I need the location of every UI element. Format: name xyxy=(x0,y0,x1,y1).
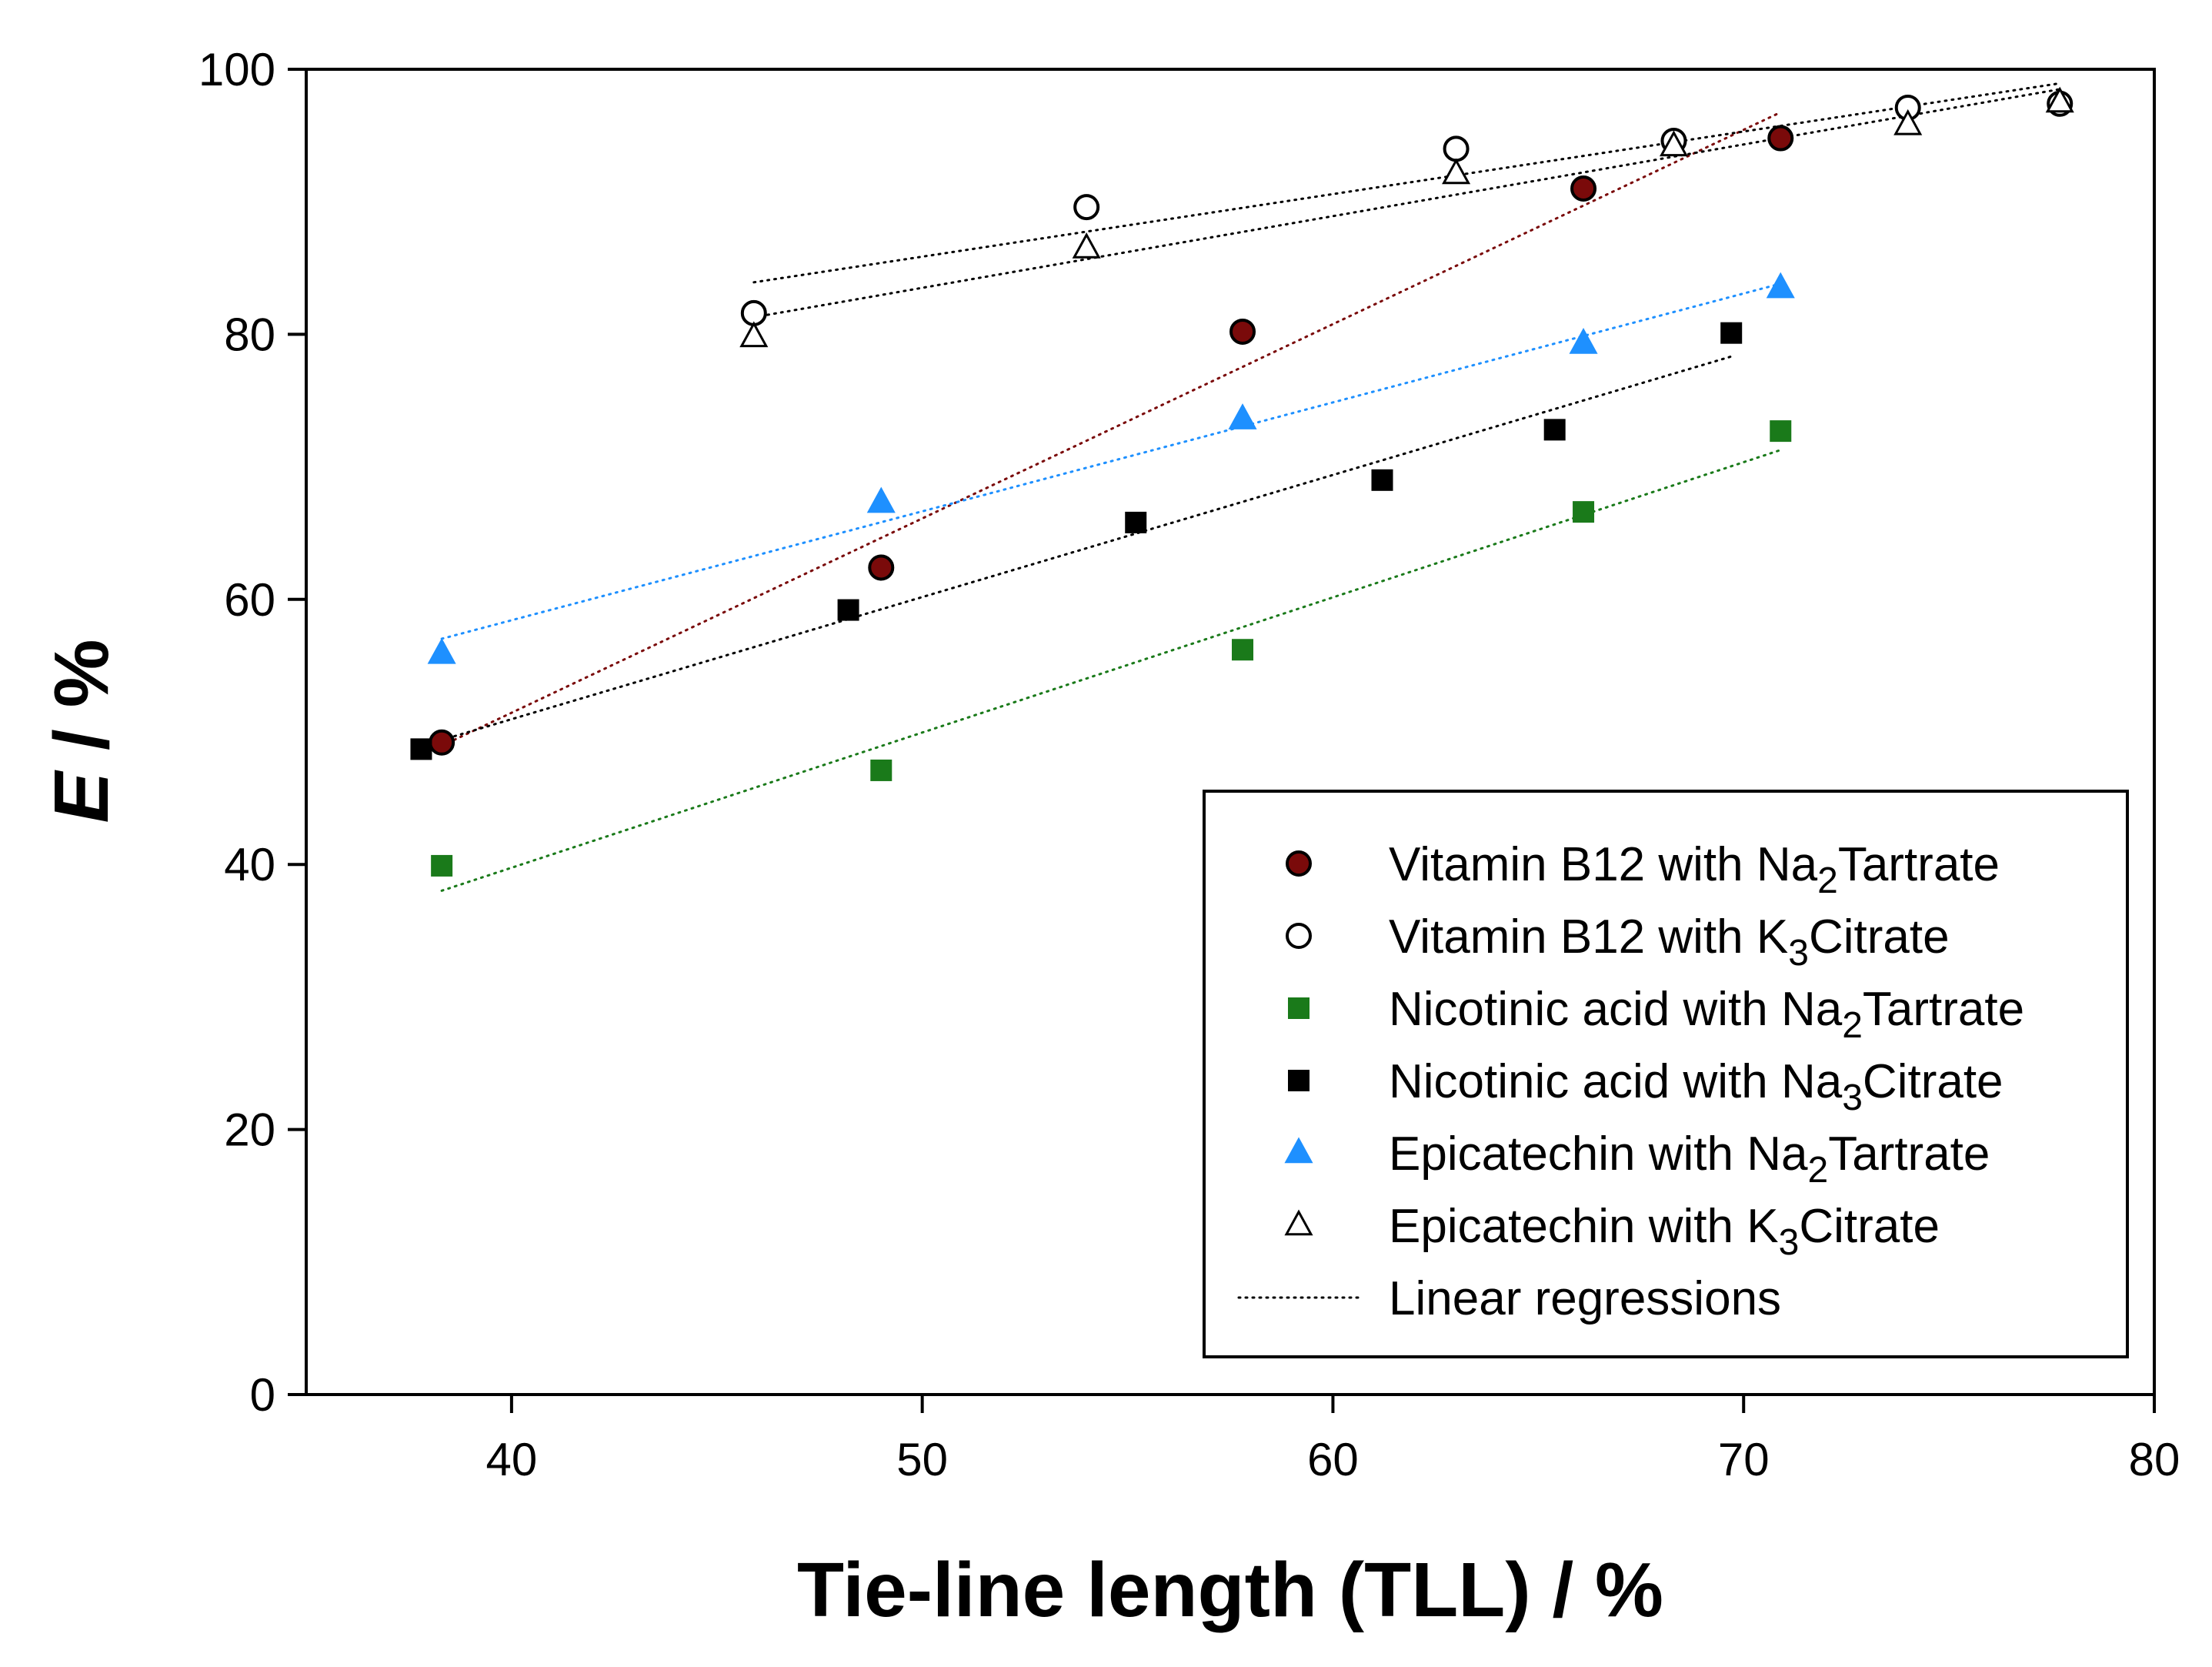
y-axis-title: E / % xyxy=(38,640,125,823)
legend-label-subscript: 3 xyxy=(1779,1222,1800,1263)
regression-line xyxy=(419,355,1733,747)
data-point xyxy=(1125,511,1147,533)
data-point xyxy=(1569,327,1598,354)
data-point xyxy=(410,738,432,760)
y-tick-label: 60 xyxy=(224,574,275,626)
legend-marker xyxy=(1288,1070,1310,1091)
data-point xyxy=(1893,109,1923,135)
legend-label-suffix: Citrate xyxy=(1863,1055,2003,1108)
legend-label-suffix: Citrate xyxy=(1809,910,1950,964)
regression-line xyxy=(752,82,2061,284)
regression-line xyxy=(440,282,1782,640)
legend-label: Vitamin B12 with Na2Tartrate xyxy=(1389,838,2000,901)
data-point xyxy=(1442,158,1471,185)
data-point xyxy=(1228,403,1257,429)
data-point xyxy=(427,637,456,664)
data-point xyxy=(739,321,769,348)
legend-label: Epicatechin with Na2Tartrate xyxy=(1389,1127,1990,1191)
y-axis-ticks: 0 20 40 60 80 100 xyxy=(199,44,306,1421)
legend-label-subscript: 2 xyxy=(1808,1150,1829,1191)
legend-label-suffix: Citrate xyxy=(1799,1200,1940,1253)
legend-label-prefix: Nicotinic acid with Na xyxy=(1389,983,1843,1036)
x-tick-label: 60 xyxy=(1307,1434,1359,1485)
data-point xyxy=(1570,175,1597,202)
legend-label-subscript: 3 xyxy=(1842,1077,1863,1118)
data-point xyxy=(1766,272,1795,299)
data-point xyxy=(429,729,455,756)
regression-line xyxy=(752,88,2061,319)
x-tick-label: 70 xyxy=(1718,1434,1770,1485)
regression-line xyxy=(440,449,1782,892)
plot-frame xyxy=(305,68,2156,1396)
y-tick-label: 40 xyxy=(224,839,275,890)
data-point xyxy=(1073,194,1100,221)
legend-label-subscript: 3 xyxy=(1788,933,1809,974)
y-tick-label: 0 xyxy=(250,1369,275,1421)
data-point xyxy=(1072,232,1101,259)
data-point xyxy=(740,299,767,326)
legend-label-suffix: Tartrate xyxy=(1828,1127,1990,1181)
legend-label-prefix: Epicatechin with K xyxy=(1389,1200,1779,1253)
data-point xyxy=(1720,322,1743,344)
data-point xyxy=(837,599,859,621)
data-point xyxy=(1443,135,1470,162)
y-axis-title-unit: / % xyxy=(38,640,125,772)
legend-label-subscript: 2 xyxy=(1842,1005,1863,1046)
data-point xyxy=(868,554,895,581)
data-point xyxy=(870,759,892,781)
data-markers xyxy=(410,86,2074,877)
legend-label-suffix: Tartrate xyxy=(1863,983,2024,1036)
legend-label-prefix: Epicatechin with Na xyxy=(1389,1127,1808,1181)
data-point xyxy=(1767,125,1794,152)
data-point xyxy=(1371,469,1393,491)
y-tick-label: 80 xyxy=(224,309,275,360)
data-point xyxy=(2045,86,2074,113)
legend-label: Nicotinic acid with Na3Citrate xyxy=(1389,1055,2003,1118)
legend-label-prefix: Vitamin B12 with K xyxy=(1389,910,1788,964)
x-axis-ticks: 40 50 60 70 80 xyxy=(486,1395,2180,1485)
x-axis-title: Tie-line length (TLL) / % xyxy=(797,1547,1663,1633)
data-point xyxy=(1229,318,1256,345)
legend-label: Epicatechin with K3Citrate xyxy=(1389,1200,1940,1263)
legend-marker xyxy=(1284,1137,1313,1164)
y-axis-title-variable: E xyxy=(38,769,125,823)
x-tick-label: 40 xyxy=(486,1434,538,1485)
y-tick-label: 100 xyxy=(199,44,275,95)
data-point xyxy=(1232,639,1254,661)
legend-label-prefix: Nicotinic acid with Na xyxy=(1389,1055,1843,1108)
legend-marker xyxy=(1288,997,1310,1019)
data-point xyxy=(1573,501,1595,523)
legend-label-subscript: 2 xyxy=(1817,860,1838,901)
legend-label: Vitamin B12 with K3Citrate xyxy=(1389,910,1950,974)
legend-marker xyxy=(1286,923,1312,949)
regression-line xyxy=(440,111,1782,747)
legend-label: Nicotinic acid with Na2Tartrate xyxy=(1389,983,2024,1046)
x-tick-label: 50 xyxy=(896,1434,948,1485)
legend-box xyxy=(1203,790,2129,1358)
legend-label-prefix: Vitamin B12 with Na xyxy=(1389,838,1818,891)
data-point xyxy=(1770,420,1792,443)
legend-marker xyxy=(1286,850,1312,877)
data-point xyxy=(1659,130,1689,157)
y-tick-label: 20 xyxy=(224,1104,275,1156)
data-point xyxy=(1543,419,1566,441)
legend-regression-label: Linear regressions xyxy=(1389,1272,1781,1325)
legend-label-suffix: Tartrate xyxy=(1838,838,2000,891)
legend-marker xyxy=(1284,1209,1313,1236)
data-point xyxy=(431,854,453,877)
data-point xyxy=(866,486,896,513)
x-tick-label: 80 xyxy=(2129,1434,2180,1485)
regression-lines xyxy=(419,82,2061,892)
